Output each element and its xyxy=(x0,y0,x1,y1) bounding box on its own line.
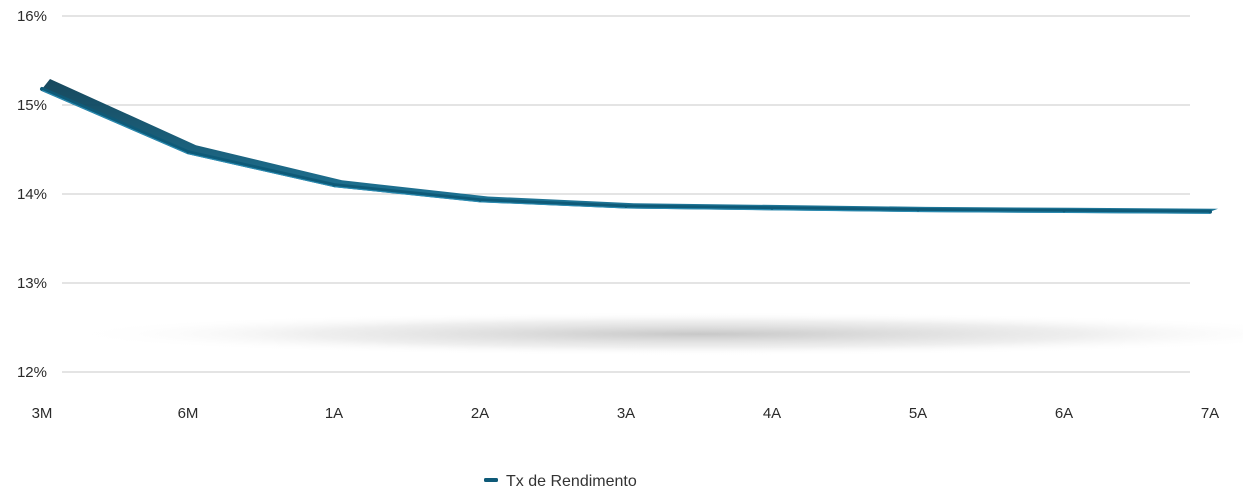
y-tick-label: 13% xyxy=(17,275,47,292)
data-point xyxy=(478,198,482,202)
y-tick-label: 16% xyxy=(17,8,47,25)
x-tick-label: 3M xyxy=(32,405,53,422)
x-tick-label: 7A xyxy=(1201,405,1219,422)
legend-swatch xyxy=(484,478,498,482)
grid-lines xyxy=(62,15,1190,373)
legend-label: Tx de Rendimento xyxy=(506,473,637,490)
data-point xyxy=(1062,209,1066,213)
data-point xyxy=(40,87,44,91)
line-shadow xyxy=(60,312,1243,356)
x-tick-label: 6A xyxy=(1055,405,1073,422)
x-tick-label: 6M xyxy=(178,405,199,422)
legend: Tx de Rendimento xyxy=(484,473,637,490)
x-tick-label: 1A xyxy=(325,405,343,422)
data-point xyxy=(624,204,628,208)
data-point xyxy=(770,206,774,210)
x-tick-label: 4A xyxy=(763,405,781,422)
y-tick-label: 14% xyxy=(17,186,47,203)
data-point xyxy=(916,208,920,212)
y-tick-label: 12% xyxy=(17,364,47,381)
x-axis-ticks: 3M 6M 1A 2A 3A 4A 5A 6A 7A xyxy=(32,405,1220,422)
data-point xyxy=(332,183,336,187)
series-layer xyxy=(40,78,1218,214)
series-ribbon xyxy=(42,78,1218,212)
shadow-ellipse xyxy=(60,312,1243,356)
x-tick-label: 3A xyxy=(617,405,635,422)
y-tick-label: 15% xyxy=(17,97,47,114)
x-tick-label: 5A xyxy=(909,405,927,422)
data-point xyxy=(186,150,190,154)
y-axis-ticks: 12% 13% 14% 15% 16% xyxy=(17,8,47,381)
data-point xyxy=(1208,210,1212,214)
x-tick-label: 2A xyxy=(471,405,489,422)
